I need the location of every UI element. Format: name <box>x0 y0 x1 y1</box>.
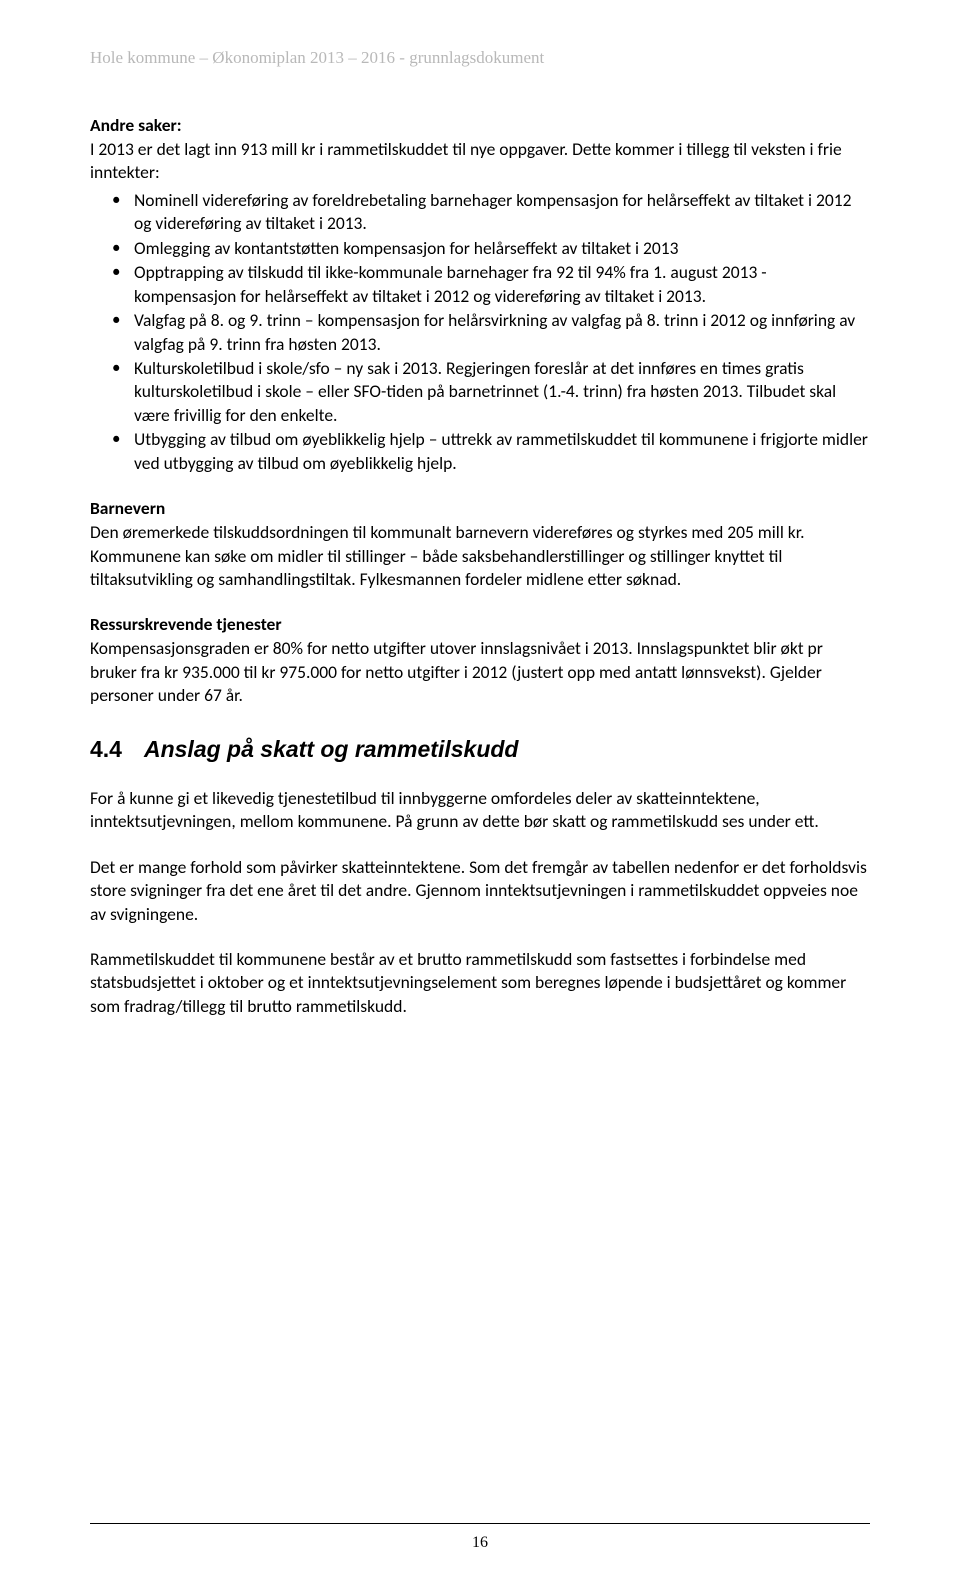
list-item: Valgfag på 8. og 9. trinn – kompensasjon… <box>134 309 870 356</box>
andre-saker-heading: Andre saker: <box>90 114 870 136</box>
barnevern-text: Den øremerkede tilskuddsordningen til ko… <box>90 521 870 591</box>
section-title: Anslag på skatt og rammetilskudd <box>144 736 518 762</box>
document-page: Hole kommune – Økonomiplan 2013 – 2016 -… <box>0 0 960 1592</box>
list-item: Opptrapping av tilskudd til ikke-kommuna… <box>134 261 870 308</box>
list-item: Kulturskoletilbud i skole/sfo – ny sak i… <box>134 357 870 427</box>
section-number: 4.4 <box>90 736 122 762</box>
ressurs-heading: Ressurskrevende tjenester <box>90 613 870 635</box>
section-4-4-heading: 4.4 Anslag på skatt og rammetilskudd <box>90 736 870 763</box>
footer-divider <box>90 1523 870 1524</box>
section-4-4-p3: Rammetilskuddet til kommunene består av … <box>90 948 870 1018</box>
section-4-4-p1: For å kunne gi et likevedig tjenestetilb… <box>90 787 870 834</box>
barnevern-heading: Barnevern <box>90 497 870 519</box>
list-item: Nominell videreføring av foreldrebetalin… <box>134 189 870 236</box>
page-footer: 16 <box>90 1523 870 1552</box>
page-header: Hole kommune – Økonomiplan 2013 – 2016 -… <box>90 48 870 68</box>
section-4-4-p2: Det er mange forhold som påvirker skatte… <box>90 856 870 926</box>
list-item: Utbygging av tilbud om øyeblikkelig hjel… <box>134 428 870 475</box>
andre-saker-list: Nominell videreføring av foreldrebetalin… <box>90 189 870 475</box>
list-item: Omlegging av kontantstøtten kompensasjon… <box>134 237 870 260</box>
andre-saker-intro: I 2013 er det lagt inn 913 mill kr i ram… <box>90 138 870 185</box>
page-number: 16 <box>90 1534 870 1552</box>
ressurs-text: Kompensasjonsgraden er 80% for netto utg… <box>90 637 870 707</box>
